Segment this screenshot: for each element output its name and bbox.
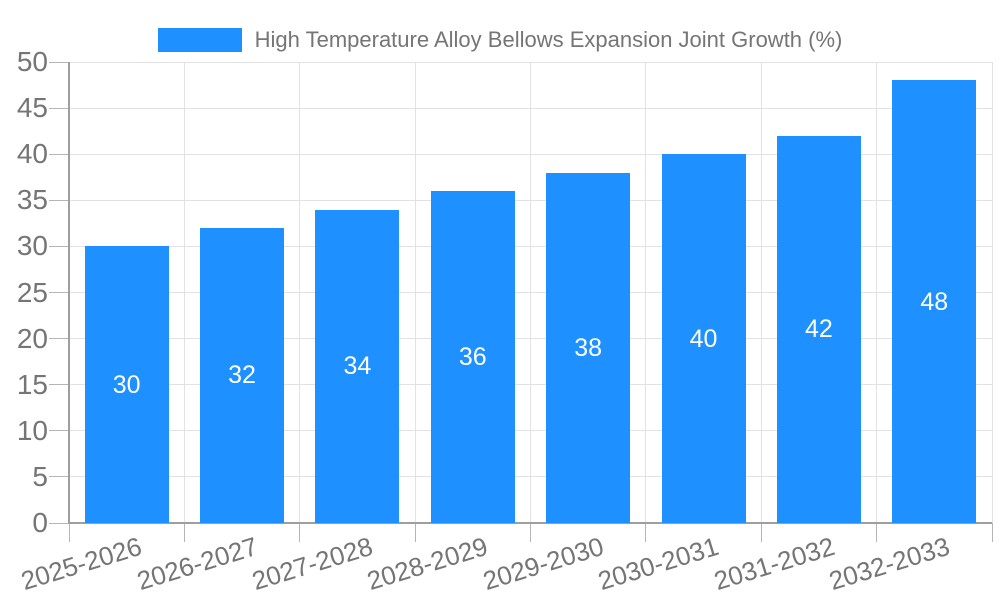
x-axis-tick [876,523,878,542]
x-axis-tick [530,523,531,542]
bar-value-label: 40 [689,324,718,353]
y-axis-tick [49,292,69,293]
bar [200,227,285,523]
y-axis-label: 40 [16,138,48,170]
y-axis-label: 5 [32,460,48,492]
y-axis-label: 0 [32,507,48,538]
y-axis-tick [49,245,69,247]
x-axis-tick [991,523,993,542]
y-axis-tick [49,522,69,524]
x-axis-tick [760,523,762,542]
y-axis-label: 25 [16,276,48,308]
y-axis-tick [49,107,69,109]
x-axis-tick [414,523,416,542]
x-axis-tick [299,523,301,542]
y-axis-label: 15 [16,368,48,400]
x-axis-label: 2031-2032 [710,531,838,597]
bar-value-label: 36 [458,343,487,372]
v-gridline [183,62,185,523]
bar [892,80,977,523]
y-axis-label: 35 [16,184,48,216]
v-gridline [414,62,416,523]
v-gridline [876,62,878,523]
bar [84,246,169,523]
y-axis-label: 45 [16,92,48,124]
x-axis-label: 2029-2030 [479,531,607,597]
y-axis-tick [49,476,69,478]
y-axis-label: 10 [16,414,48,446]
v-gridline [645,62,647,523]
x-axis-line [69,522,992,524]
y-axis-label: 50 [16,46,48,77]
y-axis-line [68,62,70,524]
x-axis-label: 2030-2031 [594,531,723,597]
x-axis-label: 2025-2026 [17,531,146,597]
y-axis-tick [49,430,69,432]
y-axis-label: 20 [16,322,48,354]
bar-value-label: 42 [805,315,833,344]
bar-value-label: 48 [920,287,949,316]
bar [546,172,631,523]
y-axis-tick [49,199,69,201]
y-axis-tick [49,153,69,155]
v-gridline [530,62,531,523]
y-axis-tick [49,338,69,340]
y-axis-tick [49,61,69,63]
legend-item[interactable]: High Temperature Alloy Bellows Expansion… [157,27,843,53]
x-axis-label: 2032-2033 [825,531,954,597]
bar [430,191,515,523]
x-axis-label: 2028-2029 [363,531,492,597]
bar [776,135,861,523]
bar-value-label: 34 [343,352,372,381]
x-axis-tick [68,523,70,542]
plot-right-border [991,62,993,523]
v-gridline [760,62,762,523]
x-axis-label: 2027-2028 [248,531,377,597]
bar-value-label: 32 [228,361,256,390]
legend: High Temperature Alloy Bellows Expansion… [0,24,1000,56]
bar-value-label: 38 [574,333,603,362]
legend-label: High Temperature Alloy Bellows Expansion… [254,27,843,52]
y-axis-label: 30 [16,230,48,262]
bar [315,209,400,523]
x-axis-tick [645,523,647,542]
legend-swatch [157,28,242,52]
bar-value-label: 30 [112,370,141,399]
x-axis-tick [183,523,185,542]
v-gridline [299,62,301,523]
x-axis-label: 2026-2027 [133,531,261,597]
bar [661,154,746,523]
y-axis-tick [49,384,69,386]
